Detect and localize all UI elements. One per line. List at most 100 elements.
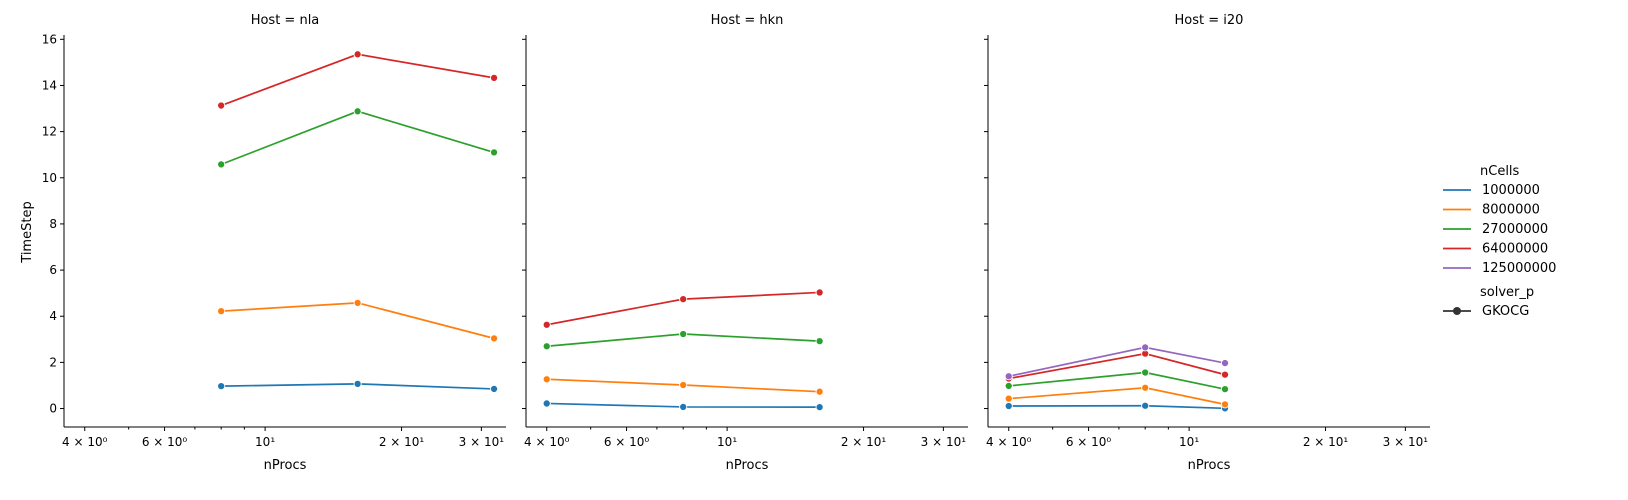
x-tick-label: 10¹ [1179,435,1199,449]
legend-hue-title: nCells [1480,164,1520,179]
series-8000000 [542,375,824,396]
data-point [1220,370,1230,379]
data-point [353,379,362,388]
data-point [353,107,362,116]
legend-label: 8000000 [1482,203,1540,218]
data-point [1220,359,1230,368]
legend-style-entry: GKOCG [1443,304,1529,319]
series-27000000 [542,329,824,351]
legend-label: 125000000 [1482,261,1556,276]
legend-entry: 64000000 [1443,242,1548,257]
data-point [1004,394,1013,403]
x-axis-title: nProcs [1188,458,1231,473]
x-tick-label: 3 × 10¹ [1383,435,1429,449]
data-point [679,380,688,390]
series-line [1008,371,1226,390]
data-point [1141,383,1150,392]
data-point [679,329,688,339]
x-tick-label: 2 × 10¹ [841,435,887,449]
data-point [815,387,824,396]
series-1000000 [542,399,824,412]
series-125000000 [1004,343,1230,381]
y-tick-label: 4 [49,309,57,323]
data-point [490,384,499,393]
data-point [353,50,362,59]
x-tick-label: 3 × 10¹ [459,435,505,449]
x-tick-label: 2 × 10¹ [379,435,425,449]
data-point [542,375,551,384]
data-point [1220,400,1230,409]
series-1000000 [217,379,499,393]
data-point [1004,401,1013,411]
legend-label: 64000000 [1482,242,1548,257]
data-point [542,399,551,408]
y-tick-label: 0 [49,402,57,416]
x-axis-title: nProcs [726,458,769,473]
legend-label: 27000000 [1482,222,1548,237]
data-point [542,342,551,351]
panel-title: Host = nla [251,13,320,28]
series-64000000 [217,50,499,110]
x-tick-label: 10¹ [255,435,275,449]
panel-1: Host = hkn 4 × 10⁰ 6 × 10⁰ 10¹ 2 × 10¹ 3 × 10… [522,13,968,473]
panel-title: Host = i20 [1175,13,1244,28]
series-27000000 [1004,368,1230,394]
x-tick-label: 3 × 10¹ [921,435,967,449]
x-tick-label: 6 × 10⁰ [604,435,650,449]
chart-panels: Host = nla 0 2 4 6 8 10 12 14 16 4 × 10⁰ 6 × 10⁰ 10¹… [20,13,1430,473]
data-point [1004,372,1013,381]
y-tick-label: 2 [49,355,57,369]
data-point [490,334,499,343]
chart-legend: nCells 1000000 8000000 27000000 64000000 1250… [1443,164,1556,319]
data-point [1220,385,1230,394]
legend-label: 1000000 [1482,183,1540,198]
series-line [1008,404,1226,410]
legend-entry: 125000000 [1443,261,1556,276]
series-line [1008,386,1226,406]
y-tick-label: 10 [42,171,57,185]
data-point [1141,343,1150,352]
series-8000000 [217,298,499,343]
x-tick-label: 2 × 10¹ [1303,435,1349,449]
legend-style-label: GKOCG [1482,304,1529,319]
data-point [1004,381,1013,390]
data-point [490,73,499,82]
legend-entry: 1000000 [1443,183,1540,198]
y-tick-label: 14 [42,78,57,92]
y-tick-label: 6 [49,263,57,277]
x-axis-title: nProcs [264,458,307,473]
data-point [815,288,824,297]
panel-0: Host = nla 0 2 4 6 8 10 12 14 16 4 × 10⁰ 6 × 10⁰ 10¹… [20,13,506,473]
y-tick-label: 12 [42,125,57,139]
data-point [679,402,688,411]
series-27000000 [217,107,499,169]
x-tick-label: 6 × 10⁰ [1066,435,1112,449]
panel-title: Host = hkn [711,13,784,28]
series-line [221,301,495,340]
legend-style-title: solver_p [1480,285,1534,300]
x-tick-label: 10¹ [717,435,737,449]
x-tick-label: 4 × 10⁰ [986,435,1032,449]
series-64000000 [1004,349,1230,383]
x-tick-label: 4 × 10⁰ [524,435,570,449]
series-line [220,53,495,107]
data-point [679,295,688,304]
series-8000000 [1004,383,1230,409]
data-point [815,403,824,412]
data-point [1141,401,1150,410]
panel-2: Host = i20 4 × 10⁰ 6 × 10⁰ 10¹ 2 × 10¹ 3 × 10… [984,13,1430,473]
x-tick-label: 4 × 10⁰ [62,435,108,449]
data-point [490,148,499,157]
data-point [542,320,551,329]
data-point [217,101,226,110]
legend-style-marker [1453,307,1461,315]
y-tick-label: 8 [49,217,57,231]
data-point [1141,368,1150,377]
data-point [815,337,824,346]
series-64000000 [542,288,824,329]
y-axis-title: TimeStep [20,201,35,263]
series-line [220,110,495,166]
data-point [217,307,226,316]
series-1000000 [1004,401,1230,413]
